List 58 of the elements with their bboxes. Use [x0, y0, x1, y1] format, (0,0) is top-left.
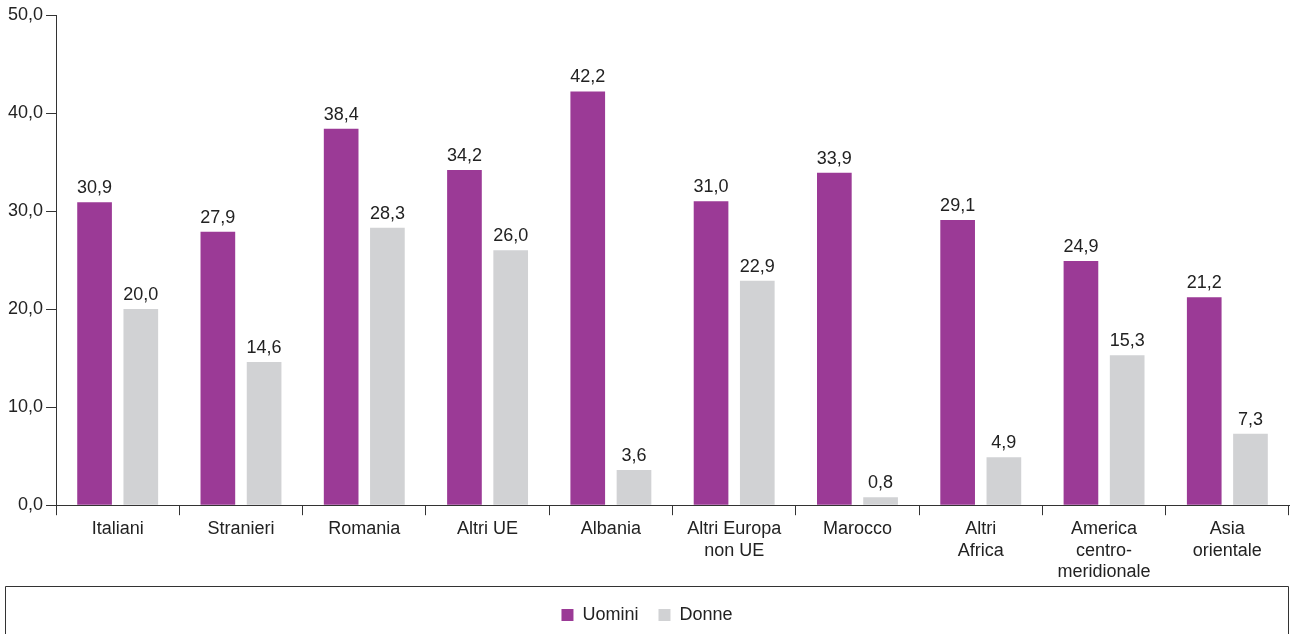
legend-label: Donne — [679, 603, 733, 624]
bar — [323, 128, 359, 505]
bar — [693, 201, 729, 505]
bar — [1233, 433, 1268, 505]
x-tick-label: Italiani — [91, 517, 144, 538]
x-tick-label: Albania — [580, 517, 642, 538]
data-label: 15,3 — [1109, 330, 1145, 351]
x-tick-label: Altri Europa non UE — [687, 517, 783, 560]
bar — [817, 172, 852, 505]
data-label: 27,9 — [200, 206, 236, 227]
data-label: 3,6 — [621, 444, 647, 465]
bar — [246, 362, 282, 505]
data-label: 42,2 — [570, 66, 606, 87]
bar — [570, 91, 606, 505]
bar — [77, 202, 112, 505]
data-label: 4,9 — [991, 432, 1017, 453]
data-label: 38,4 — [323, 103, 359, 124]
data-label: 24,9 — [1063, 236, 1099, 257]
data-label: 20,0 — [123, 284, 159, 305]
data-label: 7,3 — [1237, 408, 1263, 429]
bar — [1063, 261, 1099, 505]
bar — [1186, 297, 1222, 505]
bar — [739, 280, 775, 505]
y-tick-label: 50,0 — [7, 3, 44, 24]
x-tick-label: Altri UE — [457, 517, 519, 538]
y-tick-label: 10,0 — [7, 396, 44, 417]
x-tick-label: Altri Africa — [957, 517, 1005, 560]
x-tick-label: Asia orientale — [1192, 517, 1262, 560]
data-label: 29,1 — [940, 194, 976, 215]
data-label: 21,2 — [1186, 272, 1222, 293]
data-label: 28,3 — [369, 202, 405, 223]
x-tick-label: Romania — [328, 517, 402, 538]
x-tick-label: Stranieri — [207, 517, 275, 538]
bar — [986, 457, 1022, 505]
data-label: 14,6 — [246, 337, 282, 358]
data-label: 34,2 — [446, 144, 482, 165]
data-label: 31,0 — [693, 176, 729, 197]
data-label: 30,9 — [77, 177, 113, 198]
bar — [616, 469, 652, 505]
y-tick-label: 40,0 — [7, 102, 44, 123]
bar — [370, 227, 405, 505]
legend-label: Uomini — [582, 603, 639, 624]
bar — [863, 497, 898, 505]
bar — [493, 250, 529, 505]
y-tick-label: 0,0 — [18, 494, 44, 515]
data-label: 26,0 — [493, 225, 529, 246]
x-tick-label: Marocco — [822, 517, 892, 538]
bar — [123, 309, 159, 505]
y-tick-label: 20,0 — [7, 298, 44, 319]
data-label: 33,9 — [816, 147, 852, 168]
bar — [447, 169, 482, 505]
y-tick-label: 30,0 — [7, 200, 44, 221]
bar — [200, 231, 236, 505]
data-label: 0,8 — [868, 472, 894, 493]
data-label: 22,9 — [739, 255, 775, 276]
x-tick-label: America centro- meridionale — [1057, 517, 1151, 582]
bar — [940, 219, 975, 505]
bar — [1109, 355, 1145, 505]
